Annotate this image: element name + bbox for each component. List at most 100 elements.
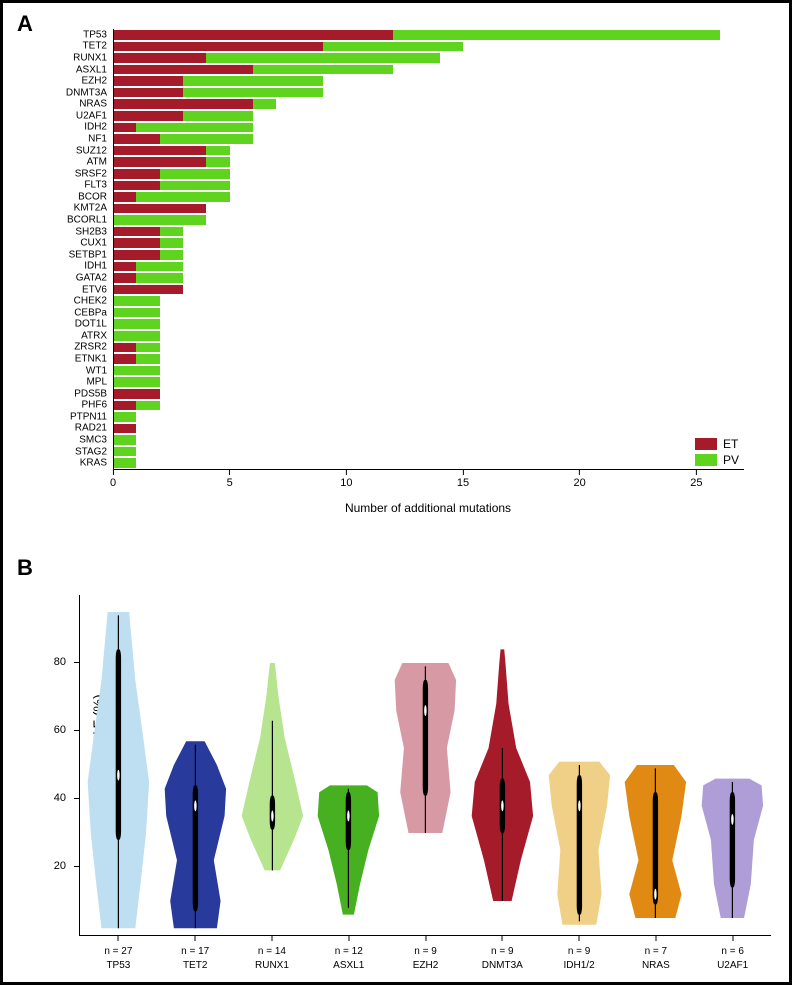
- bar-seg-et: [113, 192, 136, 202]
- bar-row-label: SRSF2: [75, 168, 113, 179]
- bar-row: IDH1: [113, 261, 743, 273]
- violin-n-label: n = 17: [181, 946, 209, 957]
- bar-seg-pv: [113, 412, 136, 422]
- bar-seg-et: [113, 262, 136, 272]
- violin-n-label: n = 9: [491, 946, 514, 957]
- bar-seg-pv: [183, 111, 253, 121]
- bar-seg-pv: [206, 146, 229, 156]
- panel-a-xtick: 25: [690, 469, 702, 489]
- violin-xtick: [271, 935, 272, 941]
- violin-slot: n = 9IDH1/2: [541, 595, 618, 935]
- violin-xtick: [579, 935, 580, 941]
- violin-svg: [80, 595, 157, 935]
- bar-row-label: RAD21: [75, 423, 113, 434]
- violin-gene-label: EZH2: [413, 960, 439, 971]
- bar-seg-pv: [206, 53, 439, 63]
- bar-row-label: KMT2A: [74, 203, 113, 214]
- violin-xtick: [655, 935, 656, 941]
- violin-svg: [157, 595, 234, 935]
- bar-row: SMC3: [113, 434, 743, 446]
- bar-row: SUZ12: [113, 145, 743, 157]
- bar-seg-pv: [113, 331, 160, 341]
- bar-seg-pv: [136, 262, 183, 272]
- violin-median: [117, 770, 119, 781]
- violin-n-label: n = 14: [258, 946, 286, 957]
- bar-row: ASXL1: [113, 64, 743, 76]
- violin-n-label: n = 12: [335, 946, 363, 957]
- bar-seg-et: [113, 424, 136, 434]
- violin-svg: [541, 595, 618, 935]
- bar-row-label: DOT1L: [75, 319, 113, 330]
- violin-xtick: [195, 935, 196, 941]
- panel-a-label: A: [17, 11, 33, 37]
- bar-seg-et: [113, 389, 160, 399]
- violin-n-label: n = 9: [414, 946, 437, 957]
- bar-row: TET2: [113, 41, 743, 53]
- violin-slot: n = 12ASXL1: [310, 595, 387, 935]
- violin-slot: n = 14RUNX1: [234, 595, 311, 935]
- bar-row-label: BCOR: [78, 191, 113, 202]
- bar-row-label: ZRSR2: [74, 342, 113, 353]
- panel-b-plot: Distribution of VAF (%) 20406080 n = 27T…: [79, 595, 771, 936]
- bar-row: SETBP1: [113, 249, 743, 261]
- legend-swatch: [695, 454, 717, 466]
- bar-seg-et: [113, 354, 136, 364]
- bar-row: KMT2A: [113, 203, 743, 215]
- violin-box: [730, 792, 735, 887]
- panel-a-xtick: 5: [227, 469, 233, 489]
- bar-row: DNMT3A: [113, 87, 743, 99]
- bar-seg-pv: [136, 343, 159, 353]
- violin-xtick: [425, 935, 426, 941]
- bar-seg-pv: [136, 401, 159, 411]
- bar-row-label: FLT3: [84, 180, 113, 191]
- bar-row-label: U2AF1: [76, 110, 113, 121]
- bar-seg-et: [113, 146, 206, 156]
- bar-row: FLT3: [113, 180, 743, 192]
- violin-median: [271, 811, 273, 822]
- bar-seg-pv: [113, 435, 136, 445]
- bar-row: CHEK2: [113, 295, 743, 307]
- bar-seg-et: [113, 401, 136, 411]
- bar-seg-pv: [160, 238, 183, 248]
- violin-gene-label: RUNX1: [255, 960, 289, 971]
- bar-seg-pv: [136, 192, 229, 202]
- bar-seg-pv: [183, 76, 323, 86]
- violin-median: [501, 800, 503, 811]
- panel-b-slots: n = 27TP53n = 17TET2n = 14RUNX1n = 12ASX…: [80, 595, 771, 935]
- bar-seg-pv: [136, 123, 253, 133]
- violin-xtick: [348, 935, 349, 941]
- bar-row-label: SETBP1: [69, 249, 113, 260]
- violin-median: [731, 814, 733, 825]
- violin-gene-label: TP53: [106, 960, 130, 971]
- bar-seg-et: [113, 169, 160, 179]
- violin-svg: [617, 595, 694, 935]
- bar-seg-et: [113, 30, 393, 40]
- bar-row-label: ETV6: [82, 284, 113, 295]
- bar-seg-pv: [160, 169, 230, 179]
- bar-seg-et: [113, 42, 323, 52]
- bar-row-label: IDH2: [84, 122, 113, 133]
- bar-seg-pv: [136, 273, 183, 283]
- violin-xtick: [502, 935, 503, 941]
- bar-row-label: BCORL1: [67, 215, 113, 226]
- bar-row: PDS5B: [113, 388, 743, 400]
- bar-row-label: CUX1: [80, 238, 113, 249]
- bar-row: TP53: [113, 29, 743, 41]
- bar-row: ATRX: [113, 330, 743, 342]
- bar-row: WT1: [113, 365, 743, 377]
- panel-a-rows: TP53TET2RUNX1ASXL1EZH2DNMT3ANRASU2AF1IDH…: [113, 29, 743, 469]
- bar-row-label: TET2: [83, 41, 113, 52]
- bar-row-label: PTPN11: [70, 411, 113, 422]
- bar-row: CUX1: [113, 237, 743, 249]
- bar-seg-pv: [323, 42, 463, 52]
- bar-row: SH2B3: [113, 226, 743, 238]
- violin-gene-label: TET2: [183, 960, 207, 971]
- violin-box: [423, 680, 428, 796]
- violin-median: [348, 811, 350, 822]
- bar-seg-et: [113, 181, 160, 191]
- bar-seg-et: [113, 250, 160, 260]
- panel-a-xtick: 0: [110, 469, 116, 489]
- bar-row: BCORL1: [113, 214, 743, 226]
- bar-seg-pv: [206, 157, 229, 167]
- bar-seg-pv: [113, 319, 160, 329]
